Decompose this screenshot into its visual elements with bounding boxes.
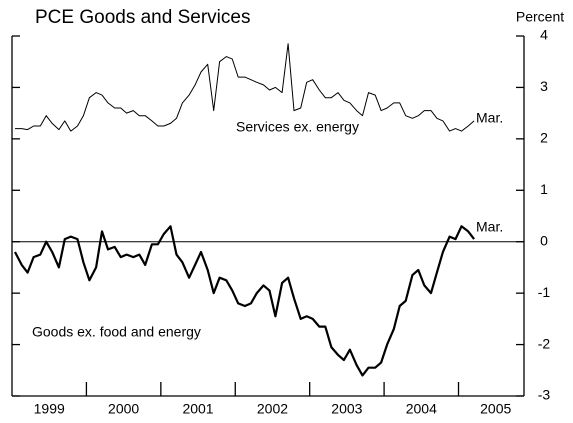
- x-tick-label: 2000: [108, 401, 139, 417]
- x-tick-label: 1999: [34, 401, 65, 417]
- x-tick-label: 2001: [182, 401, 213, 417]
- series-line: [14, 225, 475, 377]
- y-tick-label: -2: [538, 335, 551, 351]
- y-tick-label: -1: [538, 284, 551, 300]
- y-axis-label: Percent: [516, 9, 564, 25]
- y-tick-label: 2: [540, 130, 548, 146]
- annotation: Goods ex. food and energy: [32, 324, 201, 340]
- y-tick-label: 4: [540, 27, 548, 43]
- x-tick-label: 2005: [480, 401, 511, 417]
- y-tick-label: 1: [540, 181, 548, 197]
- x-tick-label: 2004: [406, 401, 437, 417]
- y-tick-label: 0: [540, 232, 548, 248]
- x-tick-label: 2003: [331, 401, 362, 417]
- x-tick-label: 2002: [257, 401, 288, 417]
- annotation: Mar.: [476, 110, 503, 126]
- annotation: Services ex. energy: [236, 119, 359, 135]
- chart-title: PCE Goods and Services: [35, 7, 250, 28]
- y-tick-label: -3: [538, 387, 551, 403]
- y-tick-label: 3: [540, 78, 548, 94]
- series-line: [15, 43, 475, 132]
- annotation: Mar.: [476, 219, 503, 235]
